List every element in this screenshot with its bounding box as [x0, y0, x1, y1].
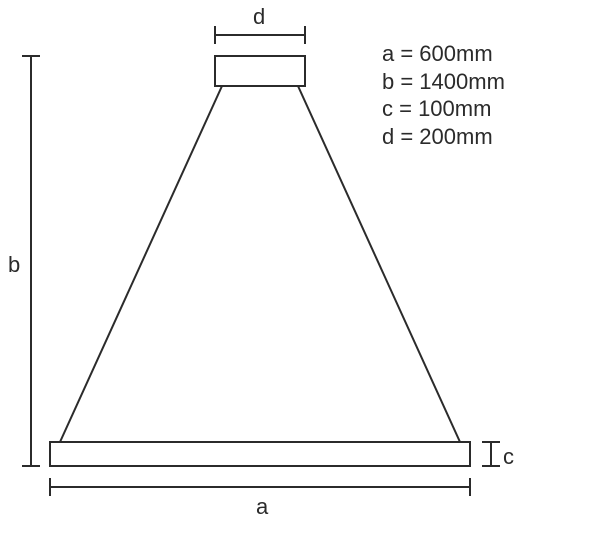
bottom-rect [50, 442, 470, 466]
label-a: a [256, 494, 268, 520]
diagram-canvas: d a b c a = 600mm b = 1400mm c = 100mm d… [0, 0, 600, 541]
label-b: b [8, 252, 20, 278]
dimension-legend: a = 600mm b = 1400mm c = 100mm d = 200mm [382, 40, 505, 150]
label-c: c [503, 444, 514, 470]
legend-line-d: d = 200mm [382, 123, 505, 151]
legend-line-b: b = 1400mm [382, 68, 505, 96]
dimension-c [482, 442, 500, 466]
dimension-b [22, 56, 40, 466]
label-d: d [253, 4, 265, 30]
legend-line-a: a = 600mm [382, 40, 505, 68]
legend-line-c: c = 100mm [382, 95, 505, 123]
top-rect [215, 56, 305, 86]
suspension-line-left [60, 86, 222, 442]
